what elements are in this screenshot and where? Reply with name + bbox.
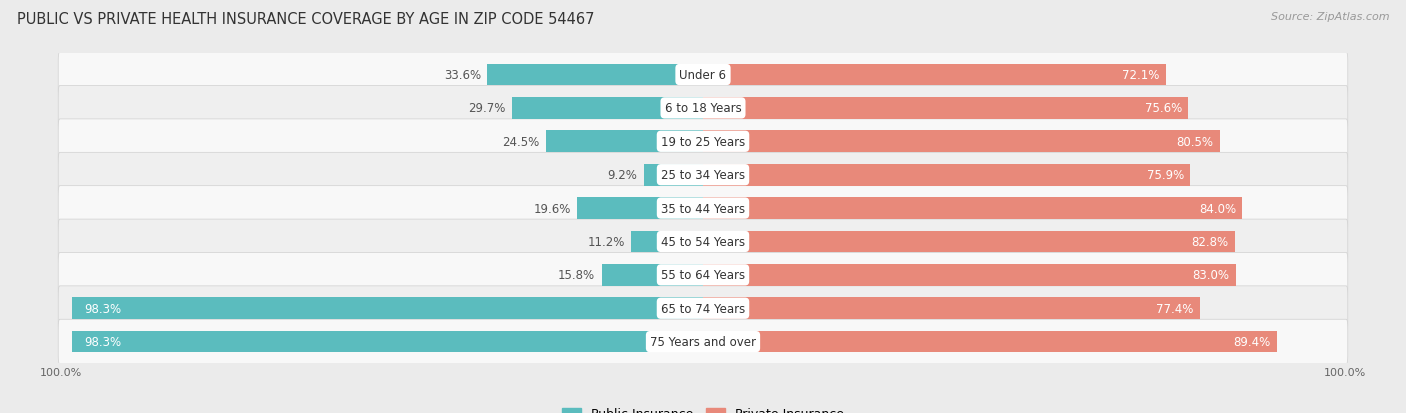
Bar [703,264,1236,286]
Text: 33.6%: 33.6% [444,69,481,82]
Text: 15.8%: 15.8% [558,269,595,282]
Text: Under 6: Under 6 [679,69,727,82]
Text: 77.4%: 77.4% [1156,302,1194,315]
Bar [703,64,1166,86]
Text: 19.6%: 19.6% [533,202,571,215]
Bar [72,298,703,319]
Bar [72,331,703,353]
Text: 83.0%: 83.0% [1192,269,1230,282]
Bar [703,198,1243,219]
Text: 24.5%: 24.5% [502,135,540,148]
Text: 75 Years and over: 75 Years and over [650,335,756,348]
Bar [703,164,1191,186]
FancyBboxPatch shape [58,253,1348,297]
Bar [703,298,1201,319]
Bar [644,164,703,186]
Text: 45 to 54 Years: 45 to 54 Years [661,235,745,248]
Legend: Public Insurance, Private Insurance: Public Insurance, Private Insurance [557,402,849,413]
Text: 98.3%: 98.3% [84,335,122,348]
FancyBboxPatch shape [58,186,1348,231]
Bar [703,98,1188,119]
Text: 82.8%: 82.8% [1191,235,1229,248]
Text: 35 to 44 Years: 35 to 44 Years [661,202,745,215]
Text: 72.1%: 72.1% [1122,69,1160,82]
Bar [512,98,703,119]
Text: 11.2%: 11.2% [588,235,624,248]
Text: Source: ZipAtlas.com: Source: ZipAtlas.com [1271,12,1389,22]
Text: 29.7%: 29.7% [468,102,506,115]
Bar [488,64,703,86]
FancyBboxPatch shape [58,153,1348,197]
Text: 80.5%: 80.5% [1177,135,1213,148]
Text: 75.6%: 75.6% [1144,102,1182,115]
Text: 98.3%: 98.3% [84,302,122,315]
Text: 19 to 25 Years: 19 to 25 Years [661,135,745,148]
Text: 89.4%: 89.4% [1233,335,1271,348]
Text: 75.9%: 75.9% [1147,169,1184,182]
Bar [703,331,1277,353]
Bar [703,231,1234,253]
FancyBboxPatch shape [58,120,1348,164]
Text: PUBLIC VS PRIVATE HEALTH INSURANCE COVERAGE BY AGE IN ZIP CODE 54467: PUBLIC VS PRIVATE HEALTH INSURANCE COVER… [17,12,595,27]
FancyBboxPatch shape [58,53,1348,97]
Text: 9.2%: 9.2% [607,169,637,182]
Bar [602,264,703,286]
FancyBboxPatch shape [58,320,1348,364]
Text: 55 to 64 Years: 55 to 64 Years [661,269,745,282]
Text: 6 to 18 Years: 6 to 18 Years [665,102,741,115]
FancyBboxPatch shape [58,86,1348,131]
Text: 84.0%: 84.0% [1199,202,1236,215]
Bar [546,131,703,153]
Bar [631,231,703,253]
Bar [703,131,1220,153]
Text: 25 to 34 Years: 25 to 34 Years [661,169,745,182]
Text: 65 to 74 Years: 65 to 74 Years [661,302,745,315]
FancyBboxPatch shape [58,220,1348,264]
Bar [576,198,703,219]
FancyBboxPatch shape [58,286,1348,331]
